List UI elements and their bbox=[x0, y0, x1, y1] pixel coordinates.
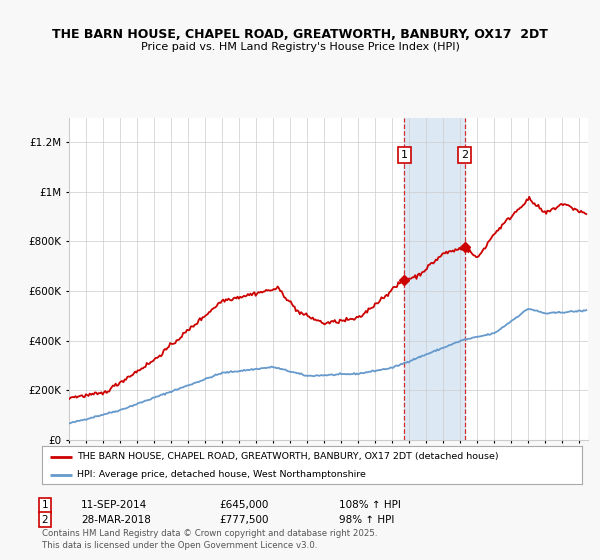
Text: £645,000: £645,000 bbox=[219, 500, 268, 510]
Text: THE BARN HOUSE, CHAPEL ROAD, GREATWORTH, BANBURY, OX17  2DT: THE BARN HOUSE, CHAPEL ROAD, GREATWORTH,… bbox=[52, 28, 548, 41]
Text: THE BARN HOUSE, CHAPEL ROAD, GREATWORTH, BANBURY, OX17 2DT (detached house): THE BARN HOUSE, CHAPEL ROAD, GREATWORTH,… bbox=[77, 452, 499, 461]
Text: 98% ↑ HPI: 98% ↑ HPI bbox=[339, 515, 394, 525]
Text: Contains HM Land Registry data © Crown copyright and database right 2025.
This d: Contains HM Land Registry data © Crown c… bbox=[42, 529, 377, 550]
Text: 2: 2 bbox=[41, 515, 49, 525]
Bar bbox=[404, 118, 464, 440]
Text: 1: 1 bbox=[401, 150, 408, 160]
Text: 108% ↑ HPI: 108% ↑ HPI bbox=[339, 500, 401, 510]
Text: 2: 2 bbox=[461, 150, 468, 160]
Text: Price paid vs. HM Land Registry's House Price Index (HPI): Price paid vs. HM Land Registry's House … bbox=[140, 42, 460, 52]
Text: 1: 1 bbox=[41, 500, 49, 510]
Text: 28-MAR-2018: 28-MAR-2018 bbox=[81, 515, 151, 525]
Text: 11-SEP-2014: 11-SEP-2014 bbox=[81, 500, 147, 510]
Text: HPI: Average price, detached house, West Northamptonshire: HPI: Average price, detached house, West… bbox=[77, 470, 366, 479]
Text: £777,500: £777,500 bbox=[219, 515, 269, 525]
